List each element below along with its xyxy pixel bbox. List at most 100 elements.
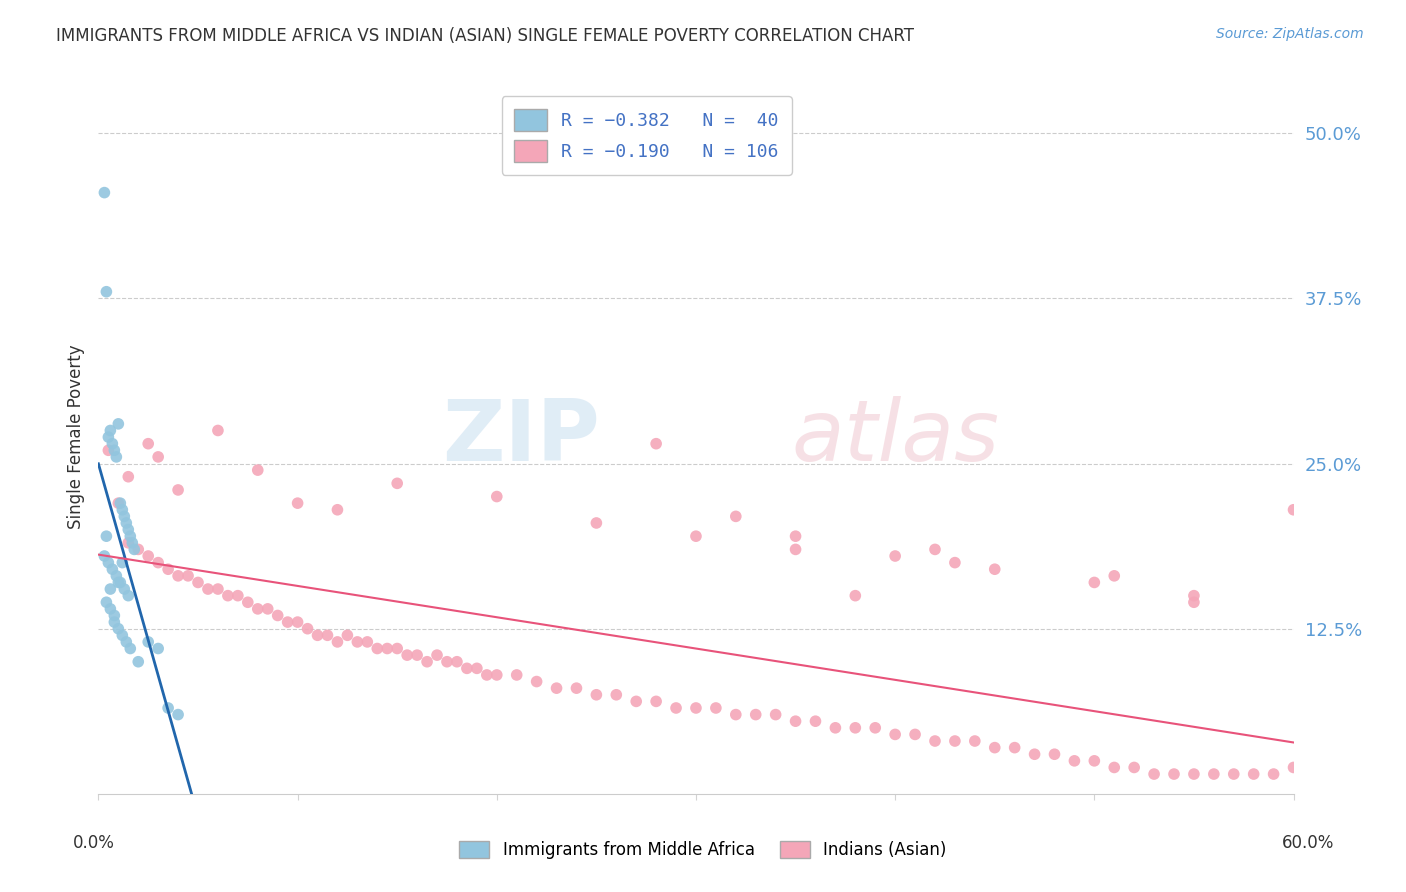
- Point: [1063, 754, 1085, 768]
- Point: [385, 476, 409, 491]
- Point: [585, 516, 607, 530]
- Point: [375, 641, 398, 656]
- Point: [120, 529, 142, 543]
- Point: [1143, 767, 1166, 781]
- Point: [1043, 747, 1066, 762]
- Point: [121, 536, 143, 550]
- Point: [724, 509, 747, 524]
- Point: [1083, 575, 1105, 590]
- Point: [110, 575, 132, 590]
- Point: [207, 582, 229, 596]
- Point: [924, 542, 946, 557]
- Point: [96, 595, 118, 609]
- Point: [436, 655, 458, 669]
- Text: IMMIGRANTS FROM MIDDLE AFRICA VS INDIAN (ASIAN) SINGLE FEMALE POVERTY CORRELATIO: IMMIGRANTS FROM MIDDLE AFRICA VS INDIAN …: [56, 27, 914, 45]
- Point: [297, 622, 319, 636]
- Point: [105, 569, 128, 583]
- Point: [526, 674, 548, 689]
- Point: [111, 556, 134, 570]
- Text: 60.0%: 60.0%: [1281, 834, 1334, 852]
- Point: [1202, 767, 1225, 781]
- Point: [127, 542, 149, 557]
- Point: [565, 681, 588, 695]
- Point: [366, 641, 388, 656]
- Point: [605, 688, 627, 702]
- Point: [785, 542, 807, 557]
- Point: [93, 186, 115, 200]
- Point: [865, 721, 887, 735]
- Point: [1182, 767, 1205, 781]
- Point: [645, 436, 668, 450]
- Point: [136, 436, 159, 450]
- Point: [984, 740, 1007, 755]
- Point: [107, 496, 129, 510]
- Point: [124, 542, 146, 557]
- Point: [167, 707, 190, 722]
- Point: [177, 569, 200, 583]
- Point: [97, 430, 120, 444]
- Point: [785, 714, 807, 729]
- Point: [136, 549, 159, 563]
- Point: [167, 569, 190, 583]
- Point: [1083, 754, 1105, 768]
- Text: Source: ZipAtlas.com: Source: ZipAtlas.com: [1216, 27, 1364, 41]
- Point: [107, 575, 129, 590]
- Point: [316, 628, 339, 642]
- Point: [626, 694, 648, 708]
- Point: [236, 595, 259, 609]
- Point: [112, 582, 135, 596]
- Point: [115, 516, 138, 530]
- Point: [645, 694, 668, 708]
- Point: [111, 628, 134, 642]
- Point: [98, 582, 122, 596]
- Point: [546, 681, 568, 695]
- Point: [117, 536, 139, 550]
- Point: [1282, 760, 1305, 774]
- Point: [120, 641, 142, 656]
- Point: [685, 701, 707, 715]
- Point: [97, 443, 120, 458]
- Point: [1104, 569, 1126, 583]
- Point: [267, 608, 290, 623]
- Point: [765, 707, 787, 722]
- Point: [844, 589, 866, 603]
- Point: [117, 469, 139, 483]
- Point: [963, 734, 986, 748]
- Point: [485, 668, 508, 682]
- Point: [287, 496, 309, 510]
- Point: [385, 641, 409, 656]
- Point: [356, 635, 378, 649]
- Point: [256, 602, 278, 616]
- Point: [115, 635, 138, 649]
- Point: [117, 523, 139, 537]
- Point: [1123, 760, 1146, 774]
- Point: [103, 443, 125, 458]
- Point: [105, 450, 128, 464]
- Point: [1223, 767, 1246, 781]
- Point: [426, 648, 449, 662]
- Text: 0.0%: 0.0%: [73, 834, 115, 852]
- Point: [277, 615, 299, 629]
- Point: [96, 285, 118, 299]
- Point: [148, 450, 170, 464]
- Point: [804, 714, 827, 729]
- Point: [326, 635, 349, 649]
- Point: [326, 502, 349, 516]
- Point: [136, 635, 159, 649]
- Point: [97, 556, 120, 570]
- Point: [246, 463, 269, 477]
- Point: [745, 707, 768, 722]
- Point: [406, 648, 429, 662]
- Point: [456, 661, 478, 675]
- Point: [98, 602, 122, 616]
- Point: [1243, 767, 1265, 781]
- Point: [101, 562, 124, 576]
- Point: [943, 556, 966, 570]
- Point: [943, 734, 966, 748]
- Point: [396, 648, 419, 662]
- Point: [724, 707, 747, 722]
- Point: [148, 641, 170, 656]
- Point: [1182, 595, 1205, 609]
- Point: [127, 655, 149, 669]
- Text: atlas: atlas: [792, 395, 1000, 479]
